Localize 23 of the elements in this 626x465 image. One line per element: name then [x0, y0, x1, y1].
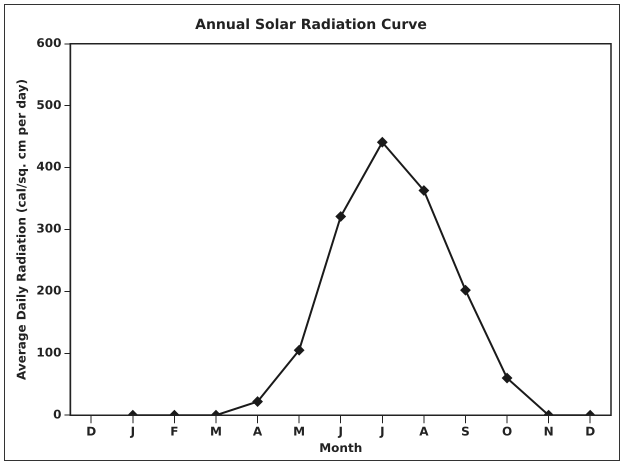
y-axis-title: Average Daily Radiation (cal/sq. cm per day) — [14, 79, 28, 380]
x-tick-label: M — [210, 424, 222, 439]
x-tick-label: S — [461, 424, 470, 439]
y-tick-label: 400 — [36, 160, 62, 174]
x-tick-label: A — [252, 424, 263, 439]
x-tick-label: N — [544, 424, 554, 439]
x-tick-label: A — [419, 424, 430, 439]
x-tick-label: J — [130, 424, 136, 439]
x-axis-title: Month — [319, 440, 362, 455]
y-tick-label: 100 — [36, 345, 62, 360]
x-tick-label: J — [379, 424, 385, 439]
x-tick-label: D — [585, 424, 596, 439]
y-tick-label: 200 — [36, 284, 62, 298]
x-tick-label: D — [86, 424, 96, 439]
x-tick-label: M — [293, 424, 306, 439]
y-tick-label: 300 — [36, 222, 62, 236]
y-tick-label: 600 — [36, 36, 62, 50]
x-tick-label: F — [170, 424, 179, 439]
chart-title: Annual Solar Radiation Curve — [195, 17, 427, 34]
y-tick-label: 500 — [36, 98, 62, 112]
x-tick-label: J — [337, 424, 343, 439]
y-tick-label: 0 — [53, 407, 62, 422]
x-tick-label: O — [502, 424, 512, 439]
